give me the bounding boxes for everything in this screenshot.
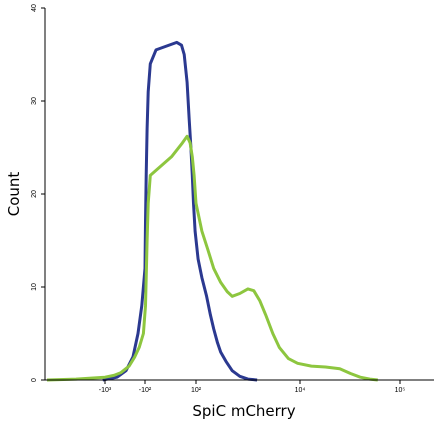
x-axis-title: SpiC mCherry bbox=[192, 402, 295, 420]
y-tick-label: 0 bbox=[31, 378, 38, 382]
y-axis-title: Count bbox=[5, 172, 23, 217]
x-tick-label: 10² bbox=[191, 387, 202, 394]
axes-layer bbox=[44, 8, 434, 381]
series-line-2 bbox=[46, 134, 378, 382]
x-tick-label: 10⁴ bbox=[295, 387, 306, 394]
x-tick-label: 10⁵ bbox=[395, 387, 406, 394]
series-layer bbox=[46, 40, 378, 382]
ticks-layer: -10³ -10² 10² 10⁴ 10⁵ 0 10 20 30 40 bbox=[31, 4, 405, 394]
series-line-1 bbox=[102, 40, 258, 382]
x-tick-label: -10² bbox=[139, 387, 152, 394]
y-tick-label: 20 bbox=[31, 190, 38, 198]
y-tick-label: 10 bbox=[31, 283, 38, 291]
x-tick-label: -10³ bbox=[99, 387, 112, 394]
y-tick-label: 40 bbox=[31, 4, 38, 12]
y-tick-label: 30 bbox=[31, 97, 38, 105]
